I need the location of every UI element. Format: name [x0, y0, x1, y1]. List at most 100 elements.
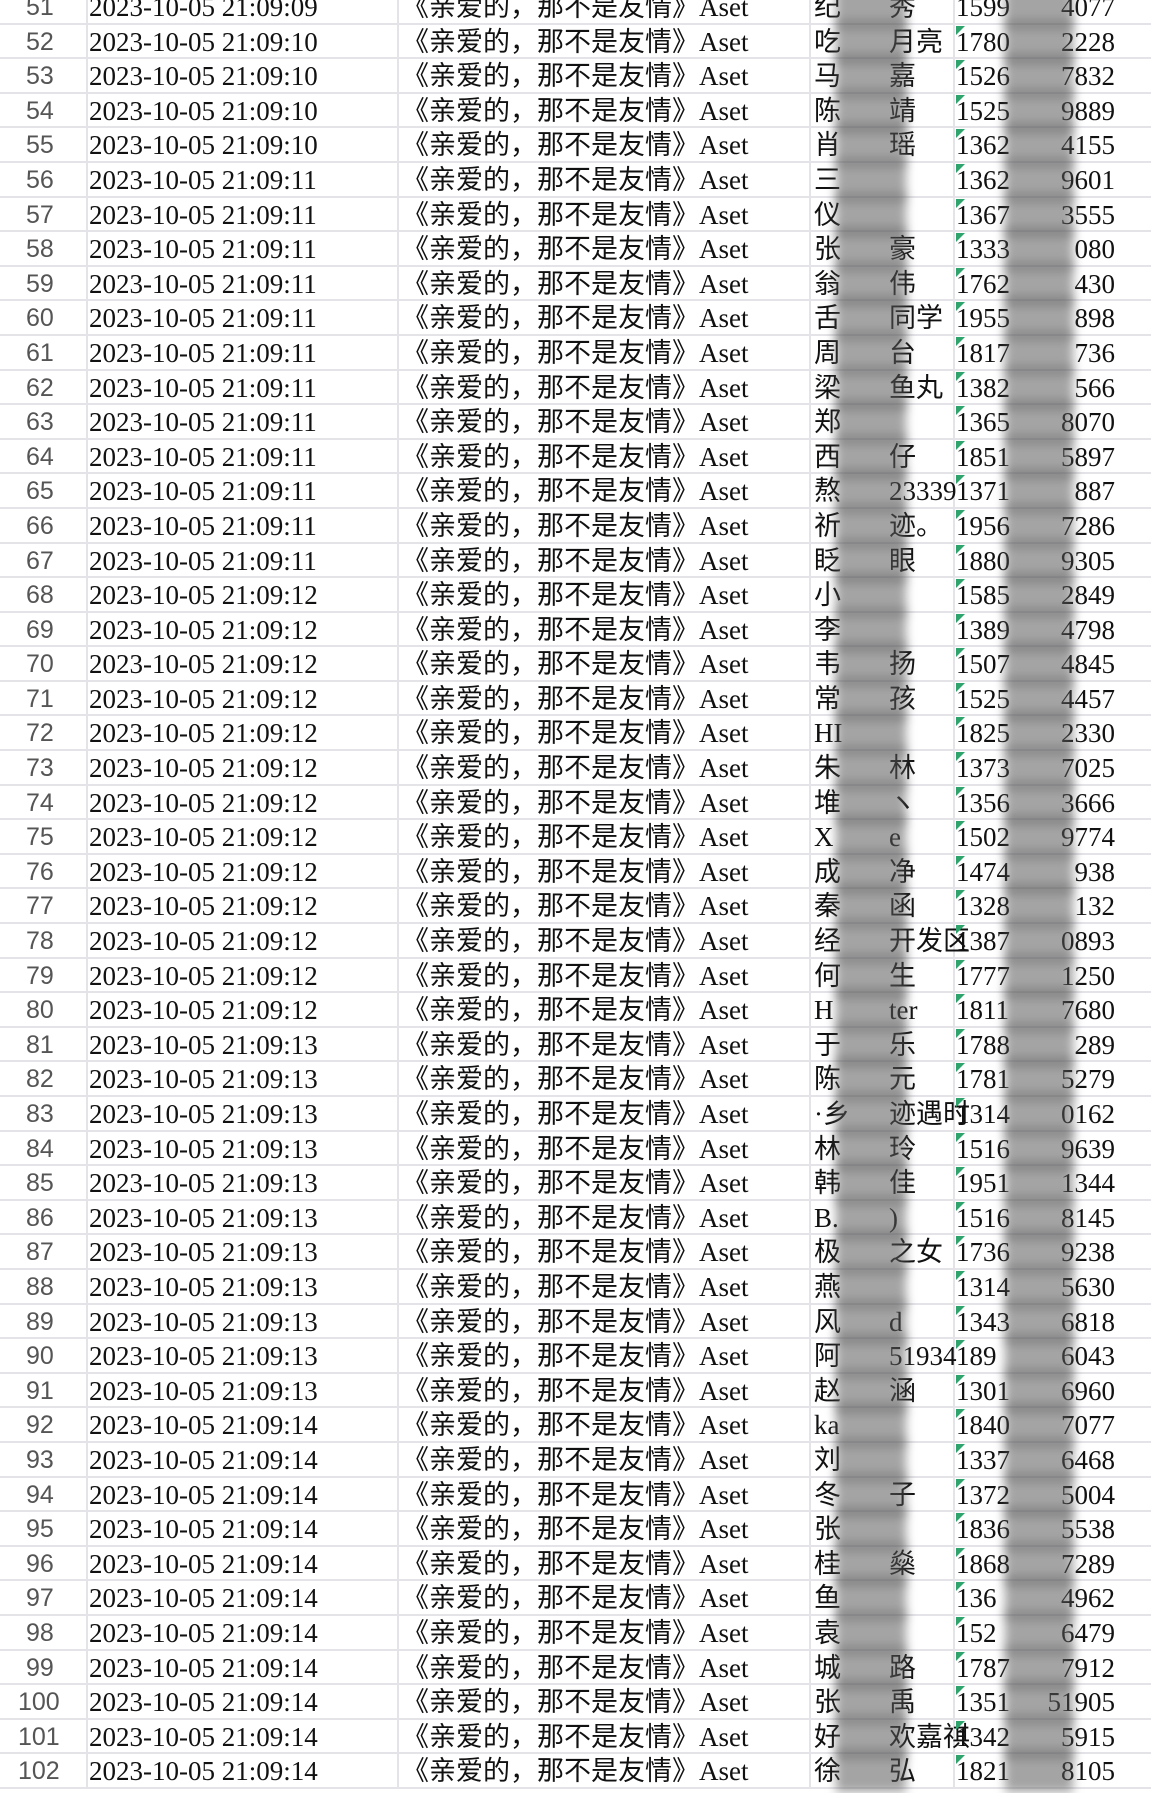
title-cell[interactable]: 《亲爱的，那不是友情》Aset	[399, 1200, 811, 1234]
row-number[interactable]: 77	[0, 889, 88, 923]
row-number[interactable]: 67	[0, 543, 88, 577]
title-cell[interactable]: 《亲爱的，那不是友情》Aset	[399, 1719, 811, 1753]
datetime-cell[interactable]: 2023-10-05 21:09:13	[88, 1027, 399, 1061]
title-cell[interactable]: 《亲爱的，那不是友情》Aset	[399, 578, 811, 611]
title-cell[interactable]: 《亲爱的，那不是友情》Aset	[399, 1339, 811, 1372]
datetime-cell[interactable]: 2023-10-05 21:09:11	[88, 370, 399, 404]
row-number[interactable]: 82	[0, 1062, 88, 1095]
datetime-cell[interactable]: 2023-10-05 21:09:14	[88, 1477, 399, 1511]
title-cell[interactable]: 《亲爱的，那不是友情》Aset	[399, 1304, 811, 1338]
title-cell[interactable]: 《亲爱的，那不是友情》Aset	[399, 508, 811, 542]
title-cell[interactable]: 《亲爱的，那不是友情》Aset	[399, 266, 811, 300]
phone-cell[interactable]: 1788 289	[955, 1028, 1151, 1061]
phone-cell[interactable]: 1371 887	[955, 474, 1151, 507]
datetime-cell[interactable]: 2023-10-05 21:09:12	[88, 889, 399, 923]
datetime-cell[interactable]: 2023-10-05 21:09:14	[88, 1512, 399, 1545]
title-cell[interactable]: 《亲爱的，那不是友情》Aset	[399, 993, 811, 1026]
row-number[interactable]: 55	[0, 128, 88, 161]
phone-cell[interactable]: 1474 938	[955, 855, 1151, 888]
row-number[interactable]: 63	[0, 405, 88, 438]
title-cell[interactable]: 《亲爱的，那不是友情》Aset	[399, 93, 811, 127]
title-cell[interactable]: 《亲爱的，那不是友情》Aset	[399, 924, 811, 957]
title-cell[interactable]: 《亲爱的，那不是友情》Aset	[399, 1097, 811, 1130]
phone-cell[interactable]: 1762 430	[955, 267, 1151, 300]
datetime-cell[interactable]: 2023-10-05 21:09:12	[88, 854, 399, 888]
row-number[interactable]: 66	[0, 508, 88, 542]
row-number[interactable]: 69	[0, 612, 88, 646]
phone-cell[interactable]: 1382 566	[955, 371, 1151, 404]
title-cell[interactable]: 《亲爱的，那不是友情》Aset	[399, 1546, 811, 1580]
row-number[interactable]: 88	[0, 1269, 88, 1303]
phone-cell[interactable]: 1507 4845	[955, 647, 1151, 680]
phone-cell[interactable]: 1955 898	[955, 301, 1151, 334]
datetime-cell[interactable]: 2023-10-05 21:09:14	[88, 1546, 399, 1580]
row-number[interactable]: 74	[0, 785, 88, 819]
row-number[interactable]: 102	[0, 1754, 88, 1787]
row-number[interactable]: 54	[0, 93, 88, 127]
row-number[interactable]: 90	[0, 1339, 88, 1372]
datetime-cell[interactable]: 2023-10-05 21:09:13	[88, 1097, 399, 1130]
title-cell[interactable]: 《亲爱的，那不是友情》Aset	[399, 1235, 811, 1268]
datetime-cell[interactable]: 2023-10-05 21:09:11	[88, 232, 399, 265]
datetime-cell[interactable]: 2023-10-05 21:09:11	[88, 197, 399, 231]
title-cell[interactable]: 《亲爱的，那不是友情》Aset	[399, 405, 811, 438]
datetime-cell[interactable]: 2023-10-05 21:09:12	[88, 993, 399, 1026]
datetime-cell[interactable]: 2023-10-05 21:09:12	[88, 716, 399, 750]
datetime-cell[interactable]: 2023-10-05 21:09:10	[88, 93, 399, 127]
phone-cell[interactable]: 1880 9305	[955, 544, 1151, 577]
phone-cell[interactable]: 1585 2849	[955, 578, 1151, 611]
title-cell[interactable]: 《亲爱的，那不是友情》Aset	[399, 1650, 811, 1684]
phone-cell[interactable]: 1817 736	[955, 336, 1151, 369]
title-cell[interactable]: 《亲爱的，那不是友情》Aset	[399, 889, 811, 923]
row-number[interactable]: 57	[0, 197, 88, 231]
row-number[interactable]: 59	[0, 266, 88, 300]
datetime-cell[interactable]: 2023-10-05 21:09:12	[88, 820, 399, 853]
row-number[interactable]: 84	[0, 1131, 88, 1165]
row-number[interactable]: 98	[0, 1615, 88, 1649]
datetime-cell[interactable]: 2023-10-05 21:09:11	[88, 474, 399, 507]
datetime-cell[interactable]: 2023-10-05 21:09:14	[88, 1408, 399, 1441]
datetime-cell[interactable]: 2023-10-05 21:09:12	[88, 924, 399, 957]
title-cell[interactable]: 《亲爱的，那不是友情》Aset	[399, 854, 811, 888]
row-number[interactable]: 68	[0, 578, 88, 611]
datetime-cell[interactable]: 2023-10-05 21:09:10	[88, 128, 399, 161]
datetime-cell[interactable]: 2023-10-05 21:09:11	[88, 508, 399, 542]
datetime-cell[interactable]: 2023-10-05 21:09:11	[88, 405, 399, 438]
row-number[interactable]: 65	[0, 474, 88, 507]
row-number[interactable]: 60	[0, 301, 88, 334]
title-cell[interactable]: 《亲爱的，那不是友情》Aset	[399, 1062, 811, 1095]
row-number[interactable]: 51	[0, 0, 88, 23]
datetime-cell[interactable]: 2023-10-05 21:09:13	[88, 1200, 399, 1234]
row-number[interactable]: 94	[0, 1477, 88, 1511]
datetime-cell[interactable]: 2023-10-05 21:09:14	[88, 1685, 399, 1718]
row-number[interactable]: 101	[0, 1719, 88, 1753]
title-cell[interactable]: 《亲爱的，那不是友情》Aset	[399, 1131, 811, 1165]
title-cell[interactable]: 《亲爱的，那不是友情》Aset	[399, 439, 811, 473]
datetime-cell[interactable]: 2023-10-05 21:09:11	[88, 301, 399, 334]
row-number[interactable]: 56	[0, 162, 88, 196]
row-number[interactable]: 85	[0, 1166, 88, 1199]
datetime-cell[interactable]: 2023-10-05 21:09:12	[88, 612, 399, 646]
title-cell[interactable]: 《亲爱的，那不是友情》Aset	[399, 59, 811, 92]
title-cell[interactable]: 《亲爱的，那不是友情》Aset	[399, 958, 811, 992]
row-number[interactable]: 62	[0, 370, 88, 404]
datetime-cell[interactable]: 2023-10-05 21:09:10	[88, 24, 399, 58]
row-number[interactable]: 91	[0, 1373, 88, 1407]
title-cell[interactable]: 《亲爱的，那不是友情》Aset	[399, 301, 811, 334]
row-number[interactable]: 93	[0, 1442, 88, 1476]
title-cell[interactable]: 《亲爱的，那不是友情》Aset	[399, 612, 811, 646]
row-number[interactable]: 89	[0, 1304, 88, 1338]
title-cell[interactable]: 《亲爱的，那不是友情》Aset	[399, 1269, 811, 1303]
datetime-cell[interactable]: 2023-10-05 21:09:13	[88, 1235, 399, 1268]
row-number[interactable]: 95	[0, 1512, 88, 1545]
title-cell[interactable]: 《亲爱的，那不是友情》Aset	[399, 1477, 811, 1511]
title-cell[interactable]: 《亲爱的，那不是友情》Aset	[399, 474, 811, 507]
row-number[interactable]: 58	[0, 232, 88, 265]
row-number[interactable]: 72	[0, 716, 88, 750]
datetime-cell[interactable]: 2023-10-05 21:09:12	[88, 958, 399, 992]
title-cell[interactable]: 《亲爱的，那不是友情》Aset	[399, 1615, 811, 1649]
title-cell[interactable]: 《亲爱的，那不是友情》Aset	[399, 197, 811, 231]
title-cell[interactable]: 《亲爱的，那不是友情》Aset	[399, 1581, 811, 1614]
datetime-cell[interactable]: 2023-10-05 21:09:13	[88, 1304, 399, 1338]
datetime-cell[interactable]: 2023-10-05 21:09:11	[88, 266, 399, 300]
